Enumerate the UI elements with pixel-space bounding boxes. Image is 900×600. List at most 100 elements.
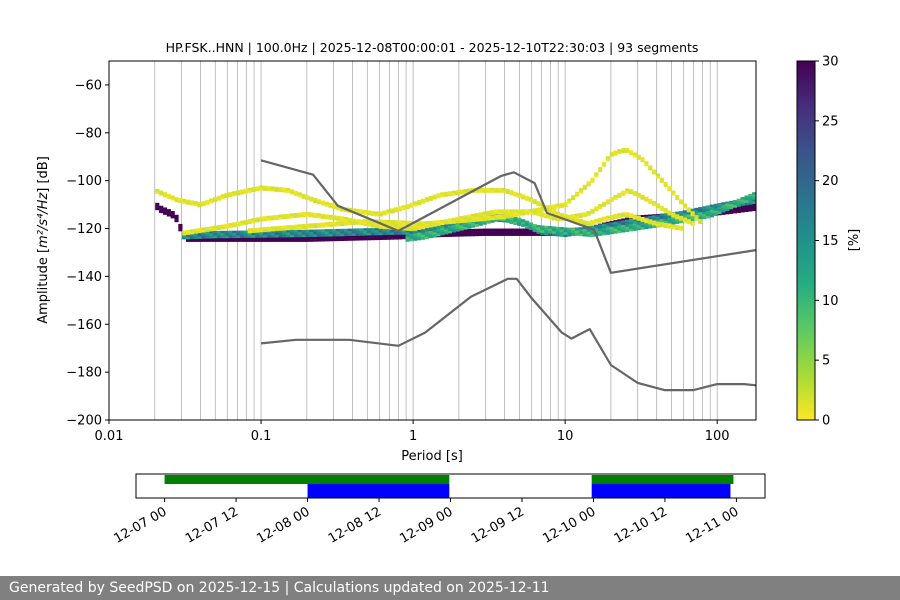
psd-cell [563,215,568,218]
psd-cell [355,211,360,214]
psd-cell [617,219,622,222]
psd-cell [367,212,372,216]
psd-cell [686,219,691,222]
psd-cell [166,193,171,197]
psd-cell [617,149,622,152]
psd-cell [594,227,599,230]
psd-cell [505,230,510,234]
psd-cell [209,235,214,239]
psd-cell [671,217,676,220]
psd-cell [667,220,672,223]
psd-cell [251,220,256,224]
psd-cell [444,234,449,237]
psd-cell [239,232,245,236]
psd-cell [293,212,299,216]
psd-cell [278,216,283,220]
psd-cell [574,215,580,219]
x-tick-label: 0.1 [251,429,272,444]
psd-cell [274,230,279,233]
psd-cell [270,217,275,221]
psd-cell [170,215,175,219]
psd-cell [228,191,233,195]
psd-cell [540,227,545,231]
psd-cell [351,228,356,232]
psd-cell [367,232,372,236]
psd-cell [367,230,372,234]
psd-cell [517,213,522,217]
psd-cell [617,228,622,231]
psd-cell [209,233,214,237]
psd-cell [705,213,711,217]
psd-cell [186,232,191,235]
psd-cell [571,195,576,198]
psd-cell [744,202,749,206]
psd-cell [259,236,264,240]
psd-cell [486,221,491,224]
psd-cell [455,216,460,220]
psd-cell [698,217,703,220]
psd-cell [444,219,449,223]
psd-cell [478,220,483,224]
psd-cell [201,236,206,239]
psd-cell [212,199,218,203]
psd-cell [193,201,198,204]
psd-cell [282,236,287,240]
psd-cell [328,221,333,225]
psd-cell [420,221,426,224]
psd-cell [517,211,522,214]
psd-cell [447,193,453,197]
psd-cell [428,227,433,230]
psd-cell [370,232,376,236]
psd-cell [232,230,237,234]
psd-cell [340,233,345,237]
psd-cell [343,228,349,232]
psd-cell [420,229,426,233]
psd-cell [613,150,618,154]
psd-cell [725,201,730,205]
psd-cell [636,195,641,198]
psd-cell [655,217,661,220]
psd-cell [336,221,341,224]
psd-cell [590,229,595,233]
psd-cell [655,175,661,179]
psd-cell [582,226,587,230]
psd-cell [401,220,406,224]
psd-cell [732,210,738,214]
psd-cell [605,227,610,230]
psd-cell [274,186,279,190]
psd-cell [567,233,572,237]
psd-cell [374,223,379,226]
psd-cell [282,230,287,233]
psd-cell [671,190,676,194]
psd-cell [393,236,399,240]
psd-cell [293,190,299,194]
psd-cell [301,212,306,215]
psd-cell [644,226,649,230]
psd-cell [255,239,260,242]
psd-cell [559,218,564,222]
chart-title: HP.FSK..HNN | 100.0Hz | 2025-12-08T00:00… [166,40,699,55]
psd-cell [386,232,391,236]
psd-cell [328,238,333,242]
psd-cell [282,216,287,220]
psd-cell [263,216,268,219]
psd-cell [455,228,460,232]
psd-cell [178,228,183,232]
psd-cell [652,217,657,221]
psd-cell [324,201,329,205]
psd-cell [524,225,530,229]
psd-segment [307,484,450,498]
psd-cell [409,238,414,242]
psd-cell [401,232,406,235]
psd-cell [409,202,414,206]
psd-cell [440,194,445,198]
psd-cell [455,231,460,235]
psd-cell [216,195,221,199]
psd-cell [590,234,595,238]
psd-cell [609,197,614,200]
psd-cell [744,206,749,210]
psd-cell [397,208,402,212]
psd-cell [417,200,422,203]
psd-cell [574,194,580,197]
psd-cell [417,235,422,238]
